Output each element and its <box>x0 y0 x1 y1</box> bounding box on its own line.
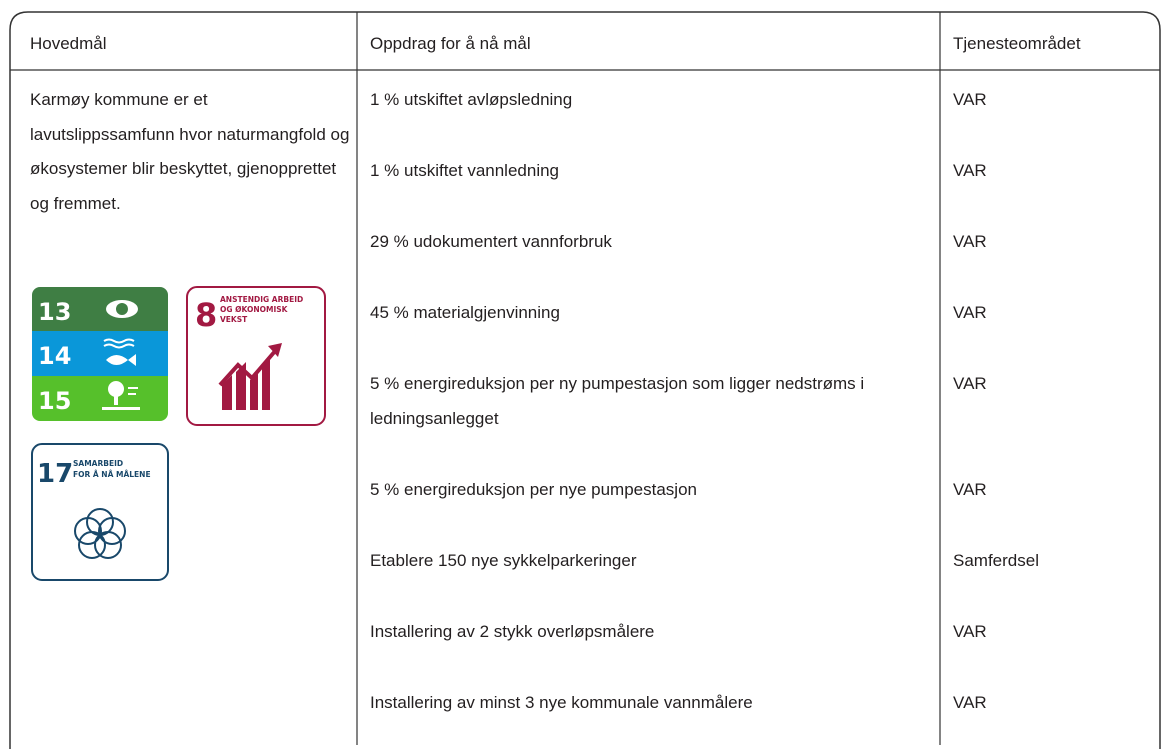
area-cell: VAR <box>953 622 987 641</box>
header-cell: Tjenesteområdet <box>953 34 1081 53</box>
area-cell: VAR <box>953 374 987 393</box>
table-row: 1 % utskiftet vannledning VAR <box>0 153 1172 224</box>
area-cell: VAR <box>953 90 987 109</box>
sdg-label: ANSTENDIG ARBEID <box>220 295 303 304</box>
table-row: 45 % materialgjenvinning VAR <box>0 295 1172 366</box>
sdg-label: VEKST <box>220 315 248 324</box>
area-cell: Samferdsel <box>953 551 1039 570</box>
area-cell: VAR <box>953 232 987 251</box>
border <box>9 11 1161 749</box>
sdg-17-icon: 17 SAMARBEID FOR Å NÅ MÅLENE <box>31 443 169 581</box>
header-cell: Hovedmål <box>30 34 107 53</box>
area-cell: VAR <box>953 693 987 712</box>
task-cell: 1 % utskiftet vannledning <box>370 161 560 180</box>
area-cell: VAR <box>953 161 987 180</box>
task-cell: Installering av 2 stykk overløpsmålere <box>370 622 655 641</box>
table-row: 5 % energireduksjon per ny pumpestasjon … <box>0 366 1172 472</box>
sdg-label: OG ØKONOMISK <box>220 305 289 314</box>
task-cell: Installering av minst 3 nye kommunale va… <box>370 693 753 712</box>
table-row: Etablere 150 nye sykkelparkeringer Samfer… <box>0 543 1172 614</box>
sdg-number: 14 <box>38 342 71 370</box>
sdg-number: 8 <box>195 296 217 334</box>
sdg-8-icon: 8 ANSTENDIG ARBEID OG ØKONOMISK VEKST <box>186 286 326 426</box>
task-cell: 5 % energireduksjon per nye pumpestasjon <box>370 480 697 499</box>
area-cell: VAR <box>953 303 987 322</box>
task-cell: 5 % energireduksjon per ny pumpestasjon … <box>370 374 865 428</box>
task-cell: 45 % materialgjenvinning <box>370 303 560 322</box>
table-row: 5 % energireduksjon per nye pumpestasjon… <box>0 472 1172 543</box>
table-row: 1 % utskiftet avløpsledning VAR <box>0 82 1172 153</box>
goal-text: Karmøy kommune er et lavutslippssamfunn … <box>30 90 350 213</box>
area-cell: VAR <box>953 480 987 499</box>
table-row: Installering av minst 3 nye kommunale va… <box>0 685 1172 749</box>
table-row: 29 % udokumentert vannforbruk VAR <box>0 224 1172 295</box>
rows: 1 % utskiftet avløpsledning VAR 1 % utskif… <box>0 82 1172 749</box>
header-cell: Oppdrag for å nå mål <box>370 34 531 53</box>
task-cell: 29 % udokumentert vannforbruk <box>370 232 612 251</box>
sdg-stack-icon: 13 14 15 <box>32 287 168 421</box>
sdg-label: FOR Å NÅ MÅLENE <box>73 470 151 479</box>
task-cell: 1 % utskiftet avløpsledning <box>370 90 573 109</box>
sdg-label: SAMARBEID <box>73 459 123 468</box>
sdg-number: 17 <box>37 459 73 489</box>
task-cell: Etablere 150 nye sykkelparkeringer <box>370 551 637 570</box>
sdg-number: 13 <box>38 298 71 326</box>
sdg-number: 15 <box>38 387 71 415</box>
table-row: Installering av 2 stykk overløpsmålere VA… <box>0 614 1172 685</box>
